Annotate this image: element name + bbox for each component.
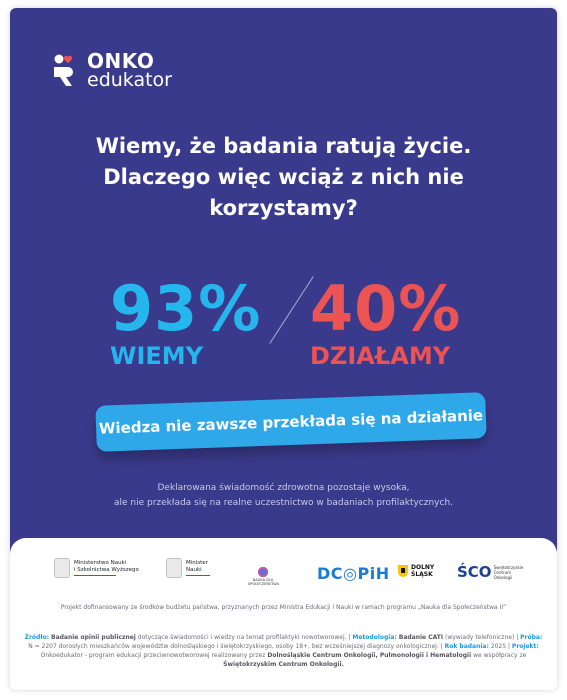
year-value: 2025	[490, 643, 507, 650]
infographic-card: ONKO edukator Wiemy, że badania ratują ż…	[10, 8, 557, 690]
minister-line-1: Minister	[186, 559, 208, 566]
source-text-1: dotyczące świadomości i wiedzy na temat …	[137, 634, 347, 641]
dolny-slask-logo: DOLNY ŚLĄSK	[398, 564, 434, 578]
dolny-line-2: ŚLĄSK	[411, 571, 433, 578]
project-partner-1: Dolnośląskie Centrum Onkologii, Pulmonol…	[267, 652, 472, 659]
dolny-line-1: DOLNY	[411, 564, 435, 571]
year-key: Rok badania:	[444, 643, 489, 650]
project-key: Projekt:	[511, 643, 539, 650]
minister-science-logo: Minister Nauki	[166, 558, 210, 578]
sample-key: Próba:	[520, 634, 543, 641]
source-text-6: we współpracy ze	[473, 652, 527, 659]
methodology-key: Metodologia:	[352, 634, 397, 641]
onko-logo-icon	[54, 54, 73, 86]
description-line-2: ale nie przekłada się na realne uczestni…	[113, 498, 454, 508]
partner-logos: Ministerstwo Nauki i Szkolnictwa Wyższeg…	[10, 552, 557, 596]
headline-line-1: Wiemy, że badania ratują życie.	[95, 134, 472, 158]
stat-left-label: WIEMY	[110, 342, 204, 370]
funding-note: Projekt dofinansowany ze środków budżetu…	[60, 604, 507, 611]
source-value: Badanie opinii publicznej	[51, 634, 136, 641]
nauka-text: NAUKA DLA SPOŁECZEŃSTWA	[248, 578, 279, 586]
source-note: Źródło: Badanie opinii publicznej dotycz…	[24, 634, 543, 668]
sco-line-1: Świętokrzyskie	[493, 564, 524, 570]
source-text-5: Onkoedukator - program edukacji przeciwn…	[40, 652, 266, 659]
ministry-science-line-2: i Szkolnictwa Wyższego	[74, 566, 139, 573]
source-text-2: (wywiady telefoniczne)	[445, 634, 515, 641]
stat-left-value: 93%	[110, 272, 262, 345]
headline-line-2: Dlaczego więc wciąż z nich nie	[103, 165, 464, 189]
nauka-dots-icon	[257, 566, 269, 578]
footer: Ministerstwo Nauki i Szkolnictwa Wyższeg…	[10, 538, 557, 690]
eagle-emblem-icon	[54, 558, 70, 578]
sco-line-3: Onkologii	[493, 574, 513, 580]
stat-right-value: 40%	[310, 272, 462, 345]
minister-line-2: Nauki	[186, 566, 202, 573]
project-partner-2: Świętokrzyskim Centrum Onkologii.	[223, 661, 344, 668]
description-line-1: Deklarowana świadomość zdrowotna pozosta…	[157, 483, 410, 493]
hero-section: ONKO edukator Wiemy, że badania ratują ż…	[10, 8, 557, 553]
description: Deklarowana świadomość zdrowotna pozosta…	[50, 481, 517, 511]
eagle-shield-icon	[398, 565, 408, 577]
sco-mark: ŚCO	[457, 563, 492, 581]
ministry-science-line-1: Ministerstwo Nauki	[74, 559, 127, 566]
sco-line-2: Centrum	[493, 569, 512, 575]
stat-right-label: DZIAŁAMY	[310, 342, 451, 370]
ministry-science-logo: Ministerstwo Nauki i Szkolnictwa Wyższeg…	[54, 558, 139, 578]
headline-line-3: korzystamy?	[209, 196, 358, 220]
dcopih-logo: DC◎PiH	[317, 564, 390, 583]
logo-text-onko: ONKO	[87, 49, 155, 73]
logo-text-edukator: edukator	[87, 69, 172, 91]
sco-logo: ŚCO Świętokrzyskie Centrum Onkologii	[457, 563, 523, 581]
source-text-3: N = 2207 dorosłych mieszkańców województ…	[28, 643, 439, 650]
headline: Wiemy, że badania ratują życie. Dlaczego…	[50, 131, 517, 224]
key-message-banner: Wiedza nie zawsze przekłada się na dział…	[95, 392, 487, 452]
eagle-emblem-icon	[166, 558, 182, 578]
source-key: Źródło:	[24, 634, 50, 641]
stat-divider	[269, 276, 314, 344]
nauka-dla-spoleczenstwa-logo: NAUKA DLA SPOŁECZEŃSTWA	[248, 566, 279, 586]
methodology-value: Badanie CATI	[398, 634, 444, 641]
key-message-text: Wiedza nie zawsze przekłada się na dział…	[98, 406, 484, 438]
